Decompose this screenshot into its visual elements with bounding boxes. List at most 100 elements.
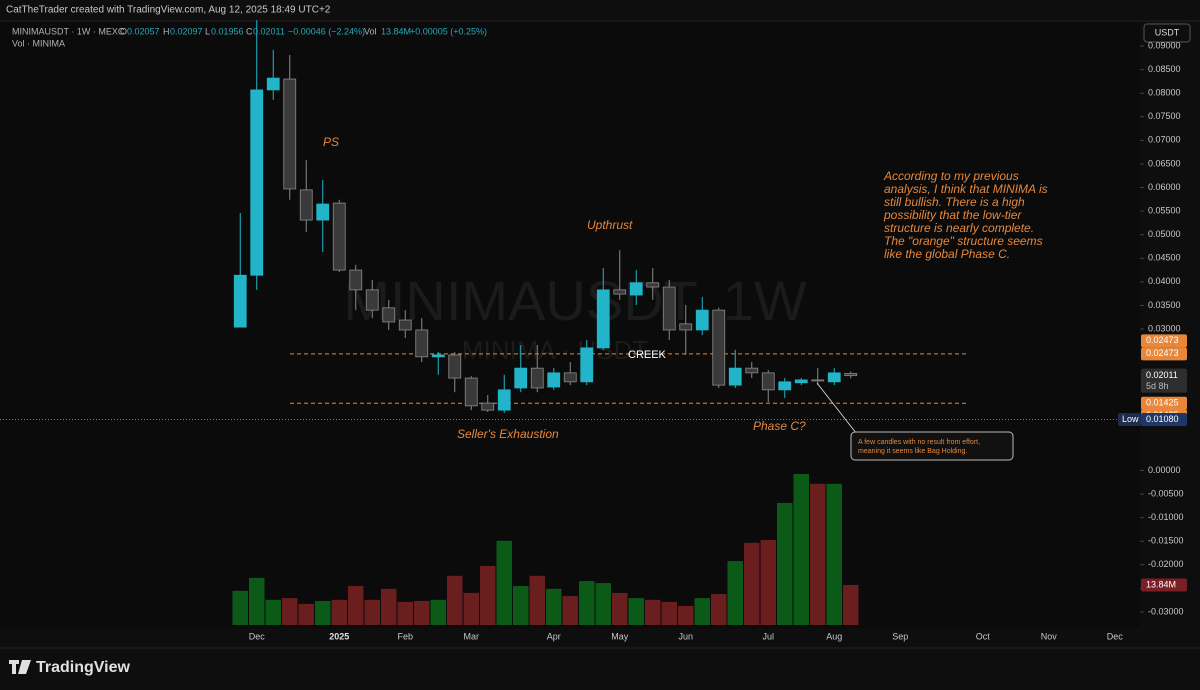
volume-bar bbox=[496, 540, 512, 625]
volume-bar bbox=[678, 605, 694, 625]
candle-body bbox=[283, 78, 297, 190]
x-tick-label: May bbox=[611, 631, 629, 641]
x-tick-label: Oct bbox=[976, 631, 991, 641]
currency-label[interactable]: USDT bbox=[1155, 27, 1180, 37]
volume-bar bbox=[463, 592, 479, 625]
volume-bar bbox=[348, 585, 364, 625]
volume-bar bbox=[298, 603, 314, 625]
candle-body bbox=[431, 354, 445, 358]
logo bbox=[9, 660, 31, 674]
candle-body bbox=[448, 354, 462, 379]
watermark: MINIMAUSDT, 1W MINIMA · USDT bbox=[343, 269, 807, 365]
volume-bar bbox=[727, 561, 743, 625]
volume-bar bbox=[612, 592, 628, 625]
x-tick-label: Aug bbox=[826, 631, 842, 641]
candle-body bbox=[794, 379, 808, 384]
volume-bar bbox=[628, 598, 644, 625]
legend-high: 0.02097 bbox=[170, 26, 203, 36]
candle-body bbox=[530, 367, 544, 389]
volume-bar bbox=[249, 577, 265, 625]
legend-open: 0.02057 bbox=[127, 26, 160, 36]
y-tick-label: 0.08500 bbox=[1148, 64, 1181, 74]
volume-bar bbox=[546, 588, 562, 625]
y-tick-label: 0.04500 bbox=[1148, 253, 1181, 263]
candle-body bbox=[679, 323, 693, 331]
volume-bar bbox=[447, 575, 463, 625]
volume-bar bbox=[645, 599, 661, 625]
last-price-box bbox=[1141, 368, 1187, 393]
note-line: like the global Phase C. bbox=[884, 247, 1010, 261]
candle-body bbox=[497, 389, 511, 411]
legend-high-prefix: H bbox=[163, 26, 170, 36]
annotation: CREEK bbox=[628, 349, 667, 361]
note-line: analysis, I think that MINIMA is bbox=[884, 182, 1048, 196]
candle-body bbox=[299, 189, 313, 221]
candle-body bbox=[332, 202, 346, 271]
volume-bar bbox=[579, 581, 595, 625]
y-tick-label: -0.03000 bbox=[1148, 606, 1184, 616]
candle-body bbox=[811, 379, 825, 382]
candle-body bbox=[646, 282, 660, 288]
legend-close-prefix: C bbox=[246, 26, 253, 36]
x-tick-label: Feb bbox=[397, 631, 413, 641]
volume-bar bbox=[760, 539, 776, 625]
callout-line: A few candles with no result from effort… bbox=[858, 439, 980, 446]
candle-body bbox=[761, 372, 775, 391]
y-tick-label: -0.01500 bbox=[1148, 536, 1184, 546]
legend-vol: 13.84M bbox=[381, 26, 411, 36]
annotation: Phase C? bbox=[753, 419, 806, 433]
candle-body bbox=[464, 377, 478, 407]
candle-body bbox=[596, 289, 610, 349]
legend-low-prefix: L bbox=[205, 26, 210, 36]
candle-body bbox=[266, 77, 280, 91]
note-line: possibility that the low-tier bbox=[883, 208, 1022, 222]
legend-symbol: MINIMAUSDT · 1W · MEXC bbox=[12, 26, 125, 36]
legend-indicator: Vol · MINIMA bbox=[12, 38, 65, 48]
candle-body bbox=[629, 282, 643, 296]
currency-button[interactable] bbox=[1143, 23, 1191, 43]
volume-bar bbox=[397, 601, 413, 625]
annotation: Upthrust bbox=[587, 218, 633, 232]
y-tick-label: 0.06500 bbox=[1148, 158, 1181, 168]
x-tick-label: Dec bbox=[249, 631, 266, 641]
candle-body bbox=[613, 289, 627, 295]
low-name: Low bbox=[1122, 414, 1139, 424]
note-line: According to my previous bbox=[883, 169, 1019, 183]
callout-line: meaning it seems like Bag Holding. bbox=[858, 448, 967, 455]
y-tick-label: -0.02000 bbox=[1148, 559, 1184, 569]
level-box bbox=[1141, 347, 1187, 361]
y-tick-label: -0.00500 bbox=[1148, 488, 1184, 498]
y-tick-label: 0.06000 bbox=[1148, 182, 1181, 192]
volume-bar bbox=[364, 599, 380, 625]
y-tick-label: 0.08000 bbox=[1148, 88, 1181, 98]
volume-bar bbox=[826, 483, 842, 625]
volume-label-box bbox=[1141, 578, 1187, 592]
candle-body bbox=[250, 89, 264, 276]
low-name-box bbox=[1118, 413, 1141, 427]
volume-bar bbox=[513, 585, 529, 625]
marks: Dec 2025 Feb Mar Apr May Jun Jul Aug Sep Oct Nov Dec… bbox=[0, 20, 1187, 641]
volume-bar bbox=[331, 599, 347, 625]
level-box bbox=[1141, 334, 1187, 348]
volume-bar bbox=[810, 483, 826, 625]
y-tick-label: 0.00000 bbox=[1148, 465, 1181, 475]
y-tick-label: 0.07500 bbox=[1148, 111, 1181, 121]
candle-body bbox=[349, 269, 363, 291]
note-line: structure is nearly complete. bbox=[884, 221, 1034, 235]
volume-bar bbox=[777, 502, 793, 625]
legend-vol-change: +0.00005 (+0.25%) bbox=[410, 26, 487, 36]
candle-body bbox=[316, 203, 330, 221]
watermark-title: MINIMAUSDT, 1W bbox=[343, 269, 807, 332]
candle-body bbox=[778, 381, 792, 391]
y-tick-label: 0.03000 bbox=[1148, 323, 1181, 333]
volume-bar bbox=[562, 596, 578, 625]
volume-bar bbox=[480, 565, 496, 625]
watermark-subtitle: MINIMA · USDT bbox=[462, 335, 648, 365]
candle-body bbox=[398, 319, 412, 331]
volume-bar bbox=[793, 474, 809, 625]
callout-box bbox=[850, 431, 1014, 461]
legend-low: 0.01956 bbox=[211, 26, 244, 36]
volume-bar bbox=[744, 542, 760, 625]
x-tick-label: 2025 bbox=[329, 631, 349, 641]
